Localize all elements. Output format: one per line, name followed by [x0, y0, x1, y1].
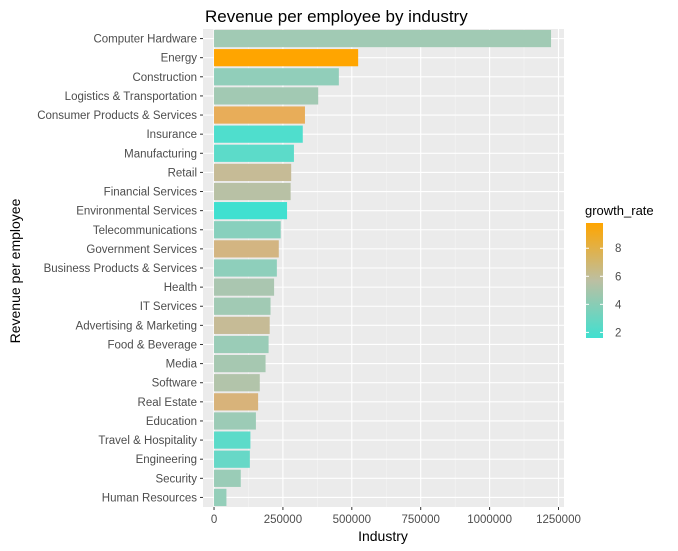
x-tick-label: 1000000 — [467, 514, 512, 526]
bar — [214, 68, 339, 86]
x-axis-title: Industry — [358, 528, 408, 544]
bar — [214, 488, 227, 507]
legend-colorbar — [586, 223, 603, 338]
x-tick-label: 750000 — [402, 514, 440, 526]
y-tick-label: Government Services — [86, 244, 197, 256]
y-tick-label: Financial Services — [104, 187, 198, 199]
bar — [214, 297, 271, 315]
legend: growth_rate 2 4 6 8 — [585, 203, 654, 339]
x-tick-label: 500000 — [333, 514, 371, 526]
x-tick-label: 250000 — [264, 514, 302, 526]
y-axis-title: Revenue per employee — [7, 198, 23, 343]
bar — [214, 431, 251, 449]
y-tick-label: Engineering — [136, 454, 197, 466]
y-tick-label: Retail — [168, 167, 197, 179]
bars — [214, 29, 552, 507]
chart-title: Revenue per employee by industry — [205, 7, 468, 26]
y-tick-label: Software — [152, 378, 197, 390]
bar — [214, 393, 259, 411]
bar — [214, 316, 270, 334]
bar — [214, 335, 269, 354]
bar — [214, 278, 275, 296]
y-tick-label: Consumer Products & Services — [37, 110, 197, 122]
legend-tick-label: 8 — [615, 243, 621, 255]
y-tick-label: Business Products & Services — [44, 263, 198, 275]
bar — [214, 144, 294, 162]
bar — [214, 125, 303, 143]
y-tick-label: Energy — [161, 53, 198, 65]
legend-tick-label: 2 — [615, 327, 621, 339]
y-tick-label: Insurance — [146, 129, 197, 141]
y-tick-label: Construction — [132, 72, 197, 84]
y-tick-label: Advertising & Marketing — [76, 320, 197, 332]
legend-tick-label: 4 — [615, 299, 622, 311]
y-tick-label: Health — [164, 282, 197, 294]
bar — [214, 412, 256, 430]
bar — [214, 182, 291, 201]
bar — [214, 259, 277, 277]
y-tick-label: Real Estate — [138, 397, 197, 409]
bar — [214, 469, 241, 487]
bar — [214, 374, 260, 392]
y-tick-label: Human Resources — [102, 492, 197, 504]
grid-lines — [203, 29, 564, 507]
bar — [214, 240, 279, 258]
y-tick-label: IT Services — [140, 301, 198, 313]
legend-ticks: 2 4 6 8 — [586, 243, 622, 339]
y-tick-label: Education — [146, 416, 197, 428]
x-tick-labels: 0 250000 500000 750000 1000000 1250000 — [211, 507, 581, 526]
bar — [214, 221, 281, 239]
legend-tick-label: 6 — [615, 271, 621, 283]
bar — [214, 450, 250, 468]
y-tick-label: Travel & Hospitality — [98, 435, 197, 447]
legend-title: growth_rate — [585, 203, 654, 218]
y-tick-label: Computer Hardware — [93, 34, 197, 46]
y-tick-label: Security — [155, 473, 197, 485]
y-tick-label: Media — [166, 359, 198, 371]
bar — [214, 87, 319, 105]
y-tick-labels: Computer Hardware Energy Construction Logis… — [37, 34, 203, 504]
y-tick-label: Telecommunications — [93, 225, 197, 237]
bar — [214, 354, 266, 373]
y-tick-label: Logistics & Transportation — [65, 91, 197, 103]
y-tick-label: Environmental Services — [76, 206, 197, 218]
bar — [214, 202, 288, 220]
x-tick-label: 0 — [211, 514, 217, 526]
y-tick-label: Food & Beverage — [107, 339, 197, 351]
y-tick-label: Manufacturing — [124, 148, 197, 160]
bar — [214, 106, 305, 124]
bar — [214, 49, 359, 67]
bar — [214, 29, 552, 48]
bar — [214, 163, 292, 182]
x-tick-label: 1250000 — [536, 514, 581, 526]
